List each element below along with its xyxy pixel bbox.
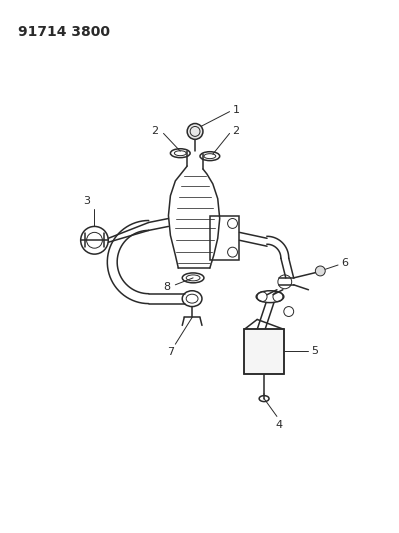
- Text: 5: 5: [312, 346, 318, 356]
- Circle shape: [187, 124, 203, 139]
- Text: 6: 6: [341, 258, 348, 268]
- Text: 3: 3: [83, 196, 90, 206]
- Text: 2: 2: [152, 126, 158, 136]
- Text: 2: 2: [233, 126, 240, 136]
- Text: 1: 1: [233, 104, 239, 115]
- Text: 8: 8: [163, 282, 170, 292]
- Polygon shape: [244, 329, 284, 374]
- Text: 4: 4: [275, 421, 282, 430]
- Circle shape: [315, 266, 325, 276]
- Text: 7: 7: [167, 347, 174, 357]
- Text: 91714 3800: 91714 3800: [18, 25, 110, 38]
